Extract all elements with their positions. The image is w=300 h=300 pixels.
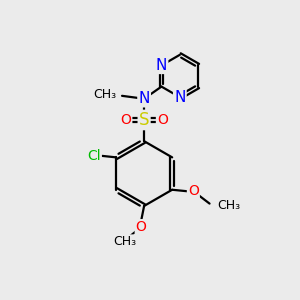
Text: CH₃: CH₃ xyxy=(94,88,117,101)
Text: Cl: Cl xyxy=(87,149,101,163)
Text: CH₃: CH₃ xyxy=(217,199,240,212)
Text: O: O xyxy=(188,184,199,198)
Text: N: N xyxy=(156,58,167,73)
Text: O: O xyxy=(136,220,147,234)
Text: S: S xyxy=(139,111,149,129)
Text: N: N xyxy=(138,91,150,106)
Text: CH₃: CH₃ xyxy=(113,236,136,248)
Text: O: O xyxy=(157,113,168,127)
Text: N: N xyxy=(174,90,185,105)
Text: O: O xyxy=(120,113,131,127)
